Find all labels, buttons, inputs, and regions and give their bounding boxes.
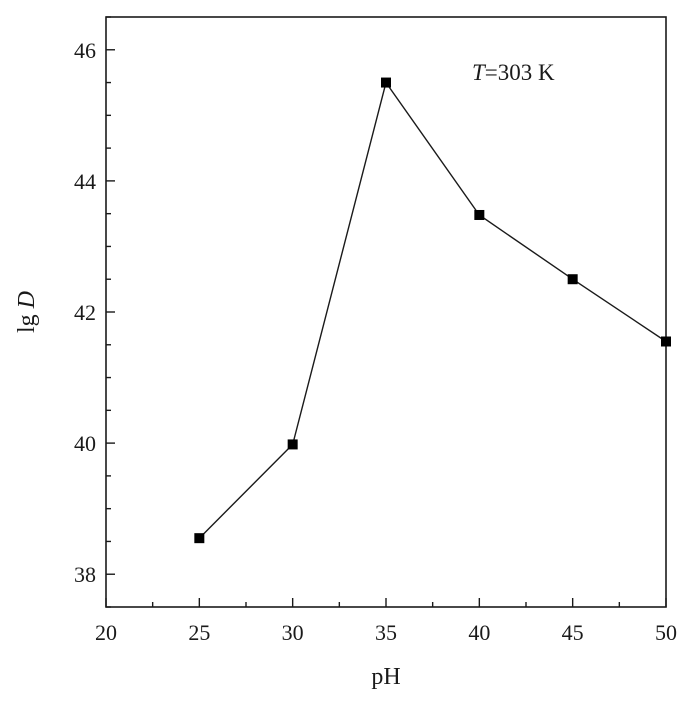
y-axis-title-prefix: lg [14,308,40,333]
data-point-marker [381,77,391,88]
x-tick-label: 25 [188,620,210,645]
x-tick-label: 20 [95,620,117,645]
x-tick-label: 35 [375,620,397,645]
temperature-annotation-var: T [472,60,487,85]
data-point-marker [661,336,671,347]
y-tick-label: 40 [74,431,96,456]
data-point-marker [287,439,298,450]
y-tick-label: 46 [74,38,96,63]
y-tick-label: 44 [74,169,96,194]
data-point-marker [194,533,205,544]
x-tick-label: 30 [282,620,304,645]
x-axis-title: pH [371,664,400,690]
y-tick-label: 38 [74,562,96,587]
data-point-marker [567,274,578,285]
data-point-marker [474,209,485,220]
temperature-annotation-text: =303 K [485,60,555,85]
plot-frame [105,16,667,608]
x-tick-label: 40 [468,620,490,645]
temperature-annotation: T=303 K [472,60,555,85]
series-layer [194,77,671,544]
x-tick-label: 45 [562,620,584,645]
y-tick-label: 42 [74,300,96,325]
y-axis-title-var: D [14,291,40,309]
series-line [198,80,667,539]
y-axis-title: lg D [14,291,40,333]
x-tick-label: 50 [655,620,677,645]
ticks-layer: 20 25 30 35 40 45 50 38 40 42 44 46 [74,16,677,645]
